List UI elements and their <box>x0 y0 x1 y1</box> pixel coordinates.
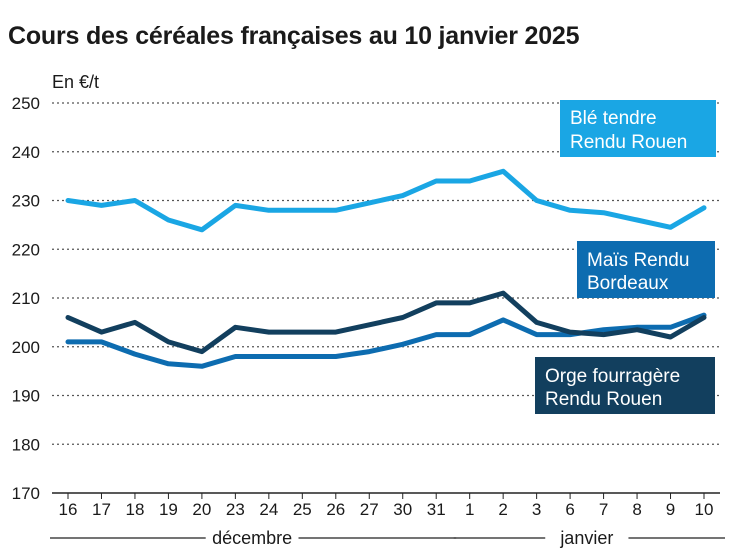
y-tick-label: 240 <box>12 143 40 162</box>
series-line-3 <box>65 290 707 355</box>
x-axis-month-groups: décembre janvier <box>50 528 725 548</box>
legend-label: Rendu Rouen <box>545 389 662 410</box>
legend-label: Rendu Rouen <box>570 132 687 153</box>
x-tick-label: 23 <box>226 500 245 519</box>
y-tick-label: 250 <box>12 94 40 113</box>
y-tick-label: 200 <box>12 338 40 357</box>
legend-label: Orge fourragère <box>545 366 680 387</box>
chart-title: Cours des céréales françaises au 10 janv… <box>8 22 580 50</box>
x-tick-label: 8 <box>632 500 641 519</box>
x-tick-label: 1 <box>465 500 474 519</box>
x-tick-label: 26 <box>326 500 345 519</box>
x-tick-label: 20 <box>192 500 211 519</box>
x-tick-label: 24 <box>259 500 278 519</box>
legend-label: Blé tendre <box>570 108 657 129</box>
legend-label: Maïs Rendu <box>587 250 689 271</box>
x-tick-label: 2 <box>498 500 507 519</box>
x-tick-label: 6 <box>565 500 574 519</box>
x-tick-label: 17 <box>92 500 111 519</box>
y-tick-label: 230 <box>12 192 40 211</box>
month-label: décembre <box>212 528 292 548</box>
x-tick-label: 31 <box>427 500 446 519</box>
series-line-1 <box>65 168 707 233</box>
y-tick-label: 190 <box>12 387 40 406</box>
series-line-2 <box>65 312 707 369</box>
x-tick-label: 27 <box>360 500 379 519</box>
x-tick-label: 9 <box>666 500 675 519</box>
x-tick-label: 30 <box>393 500 412 519</box>
x-tick-label: 7 <box>599 500 608 519</box>
x-tick-label: 3 <box>532 500 541 519</box>
y-axis-unit-label: En €/t <box>52 72 99 92</box>
x-tick-label: 10 <box>695 500 714 519</box>
x-tick-label: 25 <box>293 500 312 519</box>
y-tick-label: 170 <box>12 484 40 503</box>
x-tick-label: 18 <box>125 500 144 519</box>
y-tick-label: 210 <box>12 289 40 308</box>
x-tick-label: 19 <box>159 500 178 519</box>
legend-box-3 <box>535 357 715 414</box>
month-label: janvier <box>559 528 613 548</box>
series-lines <box>65 168 707 369</box>
legend-box-1 <box>560 100 716 157</box>
x-tick-label: 16 <box>59 500 78 519</box>
x-axis: 16 17 18 19 20 23 24 25 26 27 30 31 1 2 3 6 7 8 9 10 <box>59 493 714 519</box>
y-tick-label: 220 <box>12 240 40 259</box>
legend-label: Bordeaux <box>587 273 669 294</box>
y-axis: 170 180 190 200 210 220 230 240 250 <box>12 94 40 503</box>
legend-box-2 <box>577 241 715 298</box>
y-tick-label: 180 <box>12 435 40 454</box>
